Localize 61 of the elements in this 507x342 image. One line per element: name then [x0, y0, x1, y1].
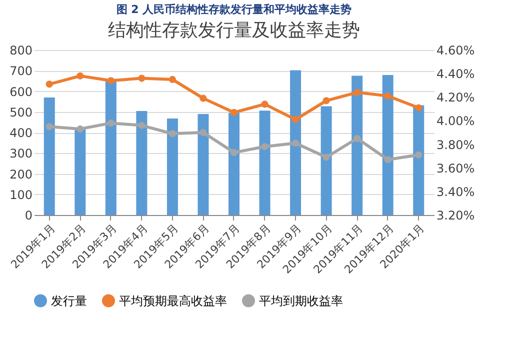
point: [46, 123, 53, 130]
y-tick-label: 800: [10, 44, 32, 58]
point: [415, 151, 422, 158]
y-tick-label: 700: [10, 64, 32, 78]
legend-label: 发行量: [51, 294, 87, 308]
point: [168, 130, 176, 138]
y-tick-label: 600: [10, 84, 32, 99]
y2-tick-label: 4.60%: [436, 44, 475, 58]
y-tick-label: 200: [10, 167, 32, 182]
point: [322, 97, 330, 104]
bar: [413, 105, 424, 215]
bar: [259, 110, 270, 215]
legend-label: 平均到期收益率: [259, 294, 343, 308]
point: [230, 108, 238, 116]
point: [200, 94, 207, 102]
point: [292, 140, 300, 147]
chart-title: 结构性存款发行量及收益率走势: [108, 20, 360, 41]
point: [322, 154, 330, 161]
point: [354, 88, 361, 96]
y-tick-label: 500: [10, 105, 32, 120]
legend-label: 平均预期最高收益率: [119, 294, 227, 308]
y-tick-label: 400: [10, 126, 32, 140]
y-tick-label: 300: [10, 146, 32, 161]
bar: [352, 76, 363, 215]
point: [138, 122, 146, 129]
y2-tick-label: 3.60%: [436, 161, 475, 176]
bar: [136, 111, 148, 215]
bar: [105, 80, 116, 215]
point: [354, 134, 361, 142]
bar: [320, 106, 332, 215]
y2-tick-label: 3.40%: [436, 184, 475, 199]
point: [292, 116, 300, 124]
y-tick-label: 100: [10, 188, 32, 202]
bar: [74, 129, 86, 215]
y-tick-label: 0: [24, 208, 32, 222]
point: [230, 149, 238, 156]
point: [107, 77, 114, 84]
point: [76, 72, 84, 80]
point: [168, 76, 176, 83]
point: [138, 74, 146, 82]
point: [261, 100, 268, 108]
point: [46, 80, 53, 88]
bar: [228, 112, 240, 215]
point: [261, 143, 268, 150]
bar: [198, 114, 209, 215]
y2-tick-label: 3.20%: [436, 208, 475, 222]
y2-tick-label: 4.00%: [436, 114, 475, 128]
point: [107, 120, 114, 127]
caption: 图 2 人民币结构性存款发行量和平均收益率走势: [116, 3, 352, 16]
y2-tick-label: 4.40%: [436, 67, 475, 82]
bar: [166, 118, 178, 215]
point: [200, 128, 207, 136]
bar: [382, 74, 394, 215]
point: [384, 92, 392, 100]
y2-tick-label: 3.80%: [436, 138, 475, 152]
bar: [290, 70, 302, 215]
point: [384, 156, 392, 164]
point: [415, 104, 422, 112]
bar: [44, 97, 55, 215]
point: [76, 125, 84, 132]
y2-tick-label: 4.20%: [436, 90, 475, 105]
